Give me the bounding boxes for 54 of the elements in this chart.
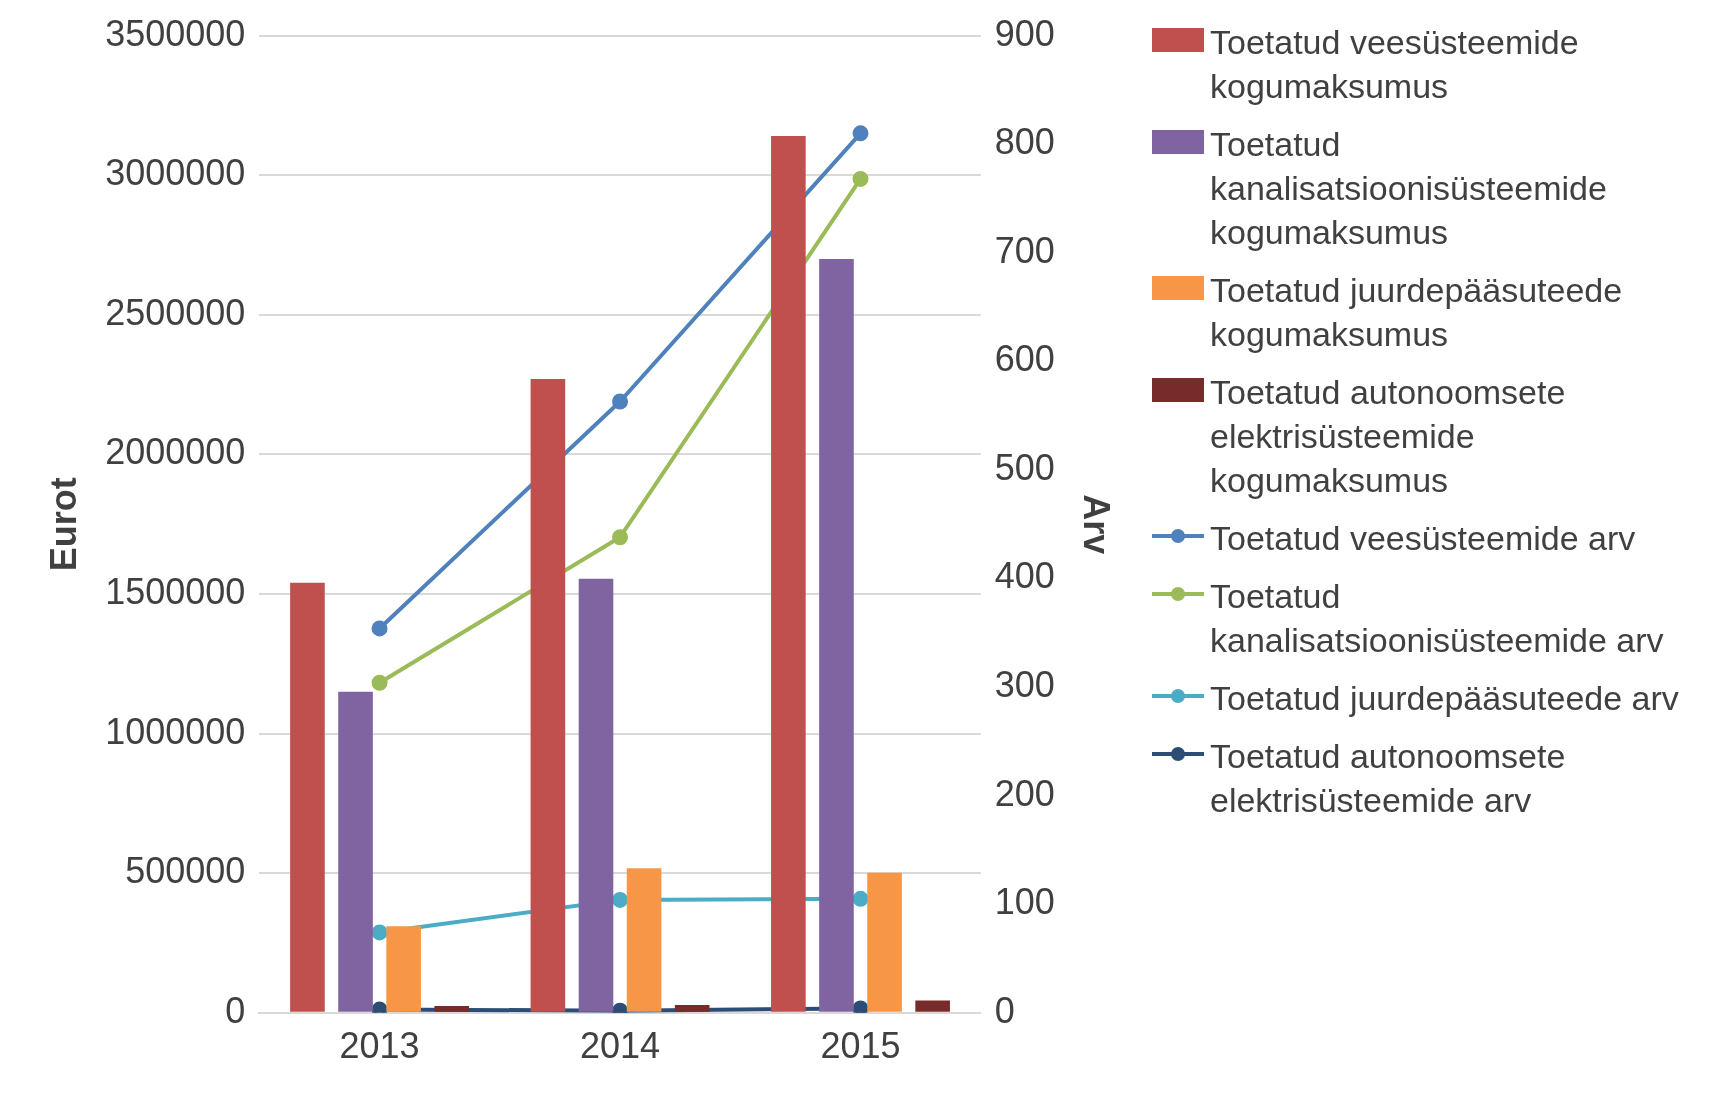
y2-tick-label: 900 [994,12,1055,54]
y2-tick-label: 0 [994,989,1015,1031]
y2-tick-label: 600 [994,338,1055,380]
bar [338,691,373,1012]
point [612,529,629,546]
y-tick-label: 3500000 [105,12,246,54]
bar [530,379,566,1012]
legend-label: Toetatud autonoomsete elektrisüsteemide kogumaksumus [1210,372,1567,501]
bar [674,1004,710,1012]
y2-tick-label: 100 [994,881,1055,923]
bar [290,582,325,1012]
point [612,393,629,410]
point [371,1001,388,1013]
y2-tick-label: 200 [994,772,1055,814]
y2-tick-label: 300 [994,663,1055,705]
y-tick-label: 2500000 [105,291,246,333]
y2-axis-title: Arv [1076,494,1118,555]
legend-label: Toetatud juurdepääsuteede kogumaksumus [1210,270,1624,355]
point [371,674,388,691]
x-tick-label: 2013 [339,1025,420,1067]
point [852,890,869,907]
y-tick-label: 500000 [125,850,246,892]
x-tick-label: 2014 [580,1025,661,1067]
y-tick-label: 2000000 [105,431,246,473]
point [371,924,388,941]
y2-tick-label: 400 [994,555,1055,597]
bar [578,578,614,1012]
bar [386,926,421,1012]
y-tick-label: 1500000 [105,570,246,612]
point [852,125,869,142]
legend-label: Toetatud kanalisatsioonisüsteemide arv [1210,576,1665,661]
y-tick-label: 1000000 [105,710,246,752]
y2-tick-label: 700 [994,229,1055,271]
bar [915,1000,950,1012]
bar [819,258,854,1012]
x-tick-label: 2015 [820,1025,901,1067]
y-tick-label: 3000000 [105,152,246,194]
point [852,1000,869,1013]
y-axis-title: Eurot [42,477,84,572]
y2-tick-label: 800 [994,121,1055,163]
point [371,620,388,637]
y2-tick-label: 500 [994,446,1055,488]
y-tick-label: 0 [225,989,246,1031]
bar [867,872,902,1012]
bar [771,136,806,1012]
bar [434,1006,470,1012]
legend-label: Toetatud kanalisatsioonisüsteemide kogumaksumus [1210,124,1608,253]
point [852,170,869,187]
legend-label: Toetatud veesüsteemide kogumaksumus [1210,22,1580,107]
legend-label: Toetatud veesüsteemide arv [1210,518,1636,559]
legend-label: Toetatud autonoomsete elektrisüsteemide arv [1210,736,1567,821]
legend-label: Toetatud juurdepääsuteede arv [1210,678,1679,719]
point [612,891,629,908]
bar [626,868,662,1012]
